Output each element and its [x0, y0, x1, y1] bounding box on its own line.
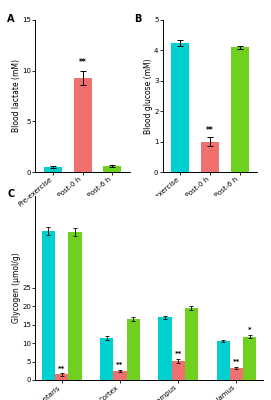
Bar	[158, 318, 172, 380]
Text: **: **	[79, 58, 86, 67]
Bar	[231, 47, 249, 172]
Y-axis label: Glycogen (μmol/g): Glycogen (μmol/g)	[12, 253, 21, 323]
Text: **: **	[58, 366, 65, 372]
Text: **: **	[175, 351, 182, 357]
Bar	[42, 231, 55, 380]
Bar	[217, 341, 230, 380]
Y-axis label: Blood lactate (mM): Blood lactate (mM)	[12, 60, 21, 132]
Text: A: A	[7, 14, 14, 24]
Bar	[230, 368, 243, 380]
Text: **: **	[233, 359, 240, 365]
Bar	[68, 232, 82, 380]
Bar	[127, 319, 140, 380]
Bar	[185, 308, 198, 380]
Text: **: **	[116, 362, 124, 368]
Bar	[243, 336, 256, 380]
Bar	[172, 361, 185, 380]
Text: B: B	[134, 14, 141, 24]
Text: *: *	[248, 327, 251, 333]
Text: **: **	[206, 126, 214, 135]
Bar	[44, 167, 62, 172]
Bar	[100, 338, 113, 380]
Bar	[74, 78, 92, 172]
Bar	[201, 142, 219, 172]
Y-axis label: Blood glucose (mM): Blood glucose (mM)	[144, 58, 153, 134]
Bar	[104, 166, 121, 172]
Bar	[55, 374, 68, 380]
Bar	[113, 371, 127, 380]
Bar	[172, 43, 189, 172]
Text: C: C	[8, 189, 15, 199]
